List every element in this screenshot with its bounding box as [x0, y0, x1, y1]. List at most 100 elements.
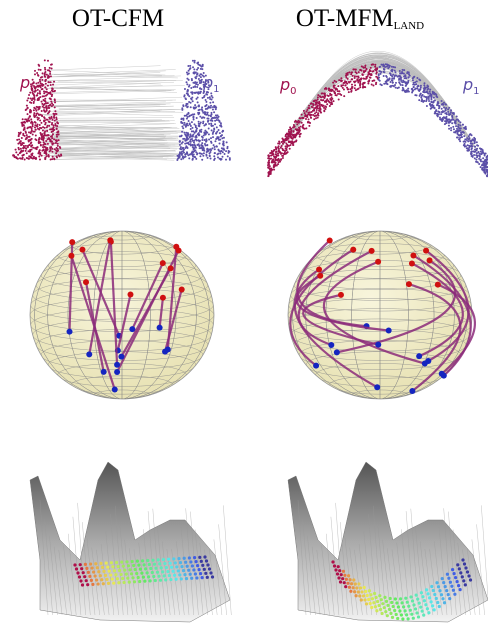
sample-p0: [41, 110, 43, 112]
trajectory-point: [352, 578, 355, 581]
sample-p0: [36, 106, 38, 108]
trajectory-point: [95, 578, 98, 581]
trajectory-point: [157, 558, 160, 561]
sample-p0: [53, 158, 55, 160]
sample-p1: [205, 101, 207, 103]
sample-p1: [451, 122, 453, 124]
trajectory-point: [349, 578, 352, 581]
trajectory-point: [80, 567, 83, 570]
sample-p1: [468, 138, 470, 140]
trajectory-point: [440, 593, 443, 596]
sample-p1: [467, 140, 469, 142]
sample-p0: [48, 137, 50, 139]
sample-p1: [194, 86, 196, 88]
sample-p0: [372, 71, 374, 73]
trajectory-point: [412, 603, 415, 606]
sample-p1: [440, 119, 442, 121]
trajectory-point: [431, 604, 434, 607]
sample-p1: [423, 82, 425, 84]
sample-p1: [207, 107, 209, 109]
sample-p1: [204, 133, 206, 135]
sample-p0: [44, 130, 46, 132]
sample-p1: [204, 111, 206, 113]
sample-p1: [436, 114, 438, 116]
trajectory-point: [99, 574, 102, 577]
sample-p1: [197, 144, 199, 146]
sample-p0: [308, 105, 310, 107]
sample-p1: [219, 158, 221, 160]
sample-p1: [385, 75, 387, 77]
sample-p1: [405, 77, 407, 79]
trajectory-point: [402, 605, 405, 608]
sample-p0: [352, 75, 354, 77]
sample-p0: [351, 90, 353, 92]
trajectory-point: [464, 583, 467, 586]
sample-p0: [350, 73, 352, 75]
sample-p0: [26, 120, 28, 122]
sample-p1: [438, 111, 440, 113]
sample-p0: [355, 69, 357, 71]
sample-p0: [360, 70, 362, 72]
trajectory-point: [183, 557, 186, 560]
trajectory-point: [154, 579, 157, 582]
sample-p0: [40, 144, 42, 146]
sample-p0: [25, 150, 27, 152]
sample-p1: [386, 66, 388, 68]
target-label: p1: [202, 73, 220, 95]
sample-p0: [271, 169, 273, 171]
sample-p1: [209, 151, 211, 153]
sample-p0: [290, 130, 292, 132]
sample-p1: [195, 83, 197, 85]
sample-p1: [441, 104, 443, 106]
sample-p0: [52, 133, 54, 135]
sample-p1: [192, 60, 194, 62]
sample-p0: [30, 118, 32, 120]
sample-p1: [224, 153, 226, 155]
sample-p0: [345, 84, 347, 86]
sample-p0: [26, 127, 28, 129]
trajectory-point: [211, 575, 214, 578]
sample-p1: [455, 123, 457, 125]
sample-p1: [436, 104, 438, 106]
sample-p1: [470, 143, 472, 145]
sample-p1: [188, 79, 190, 81]
sample-p1: [208, 115, 210, 117]
sample-p1: [214, 152, 216, 154]
sample-p1: [210, 119, 212, 121]
start-point: [83, 279, 89, 285]
sample-p1: [450, 127, 452, 129]
sample-p0: [50, 159, 52, 161]
sample-p1: [404, 91, 406, 93]
trajectory-point: [417, 615, 420, 618]
trajectory-point: [97, 570, 100, 573]
end-point: [112, 387, 118, 393]
sample-p0: [32, 152, 34, 154]
sample-p1: [205, 141, 207, 143]
sample-p1: [430, 98, 432, 100]
sample-p0: [288, 135, 290, 137]
trajectory-point: [153, 563, 156, 566]
sample-p0: [59, 146, 61, 148]
sample-p1: [185, 126, 187, 128]
sample-p0: [272, 158, 274, 160]
trajectory-point: [442, 581, 445, 584]
sample-p0: [368, 73, 370, 75]
sample-p0: [52, 156, 54, 158]
sample-p1: [187, 106, 189, 108]
sample-p0: [37, 89, 39, 91]
trajectory-point: [378, 604, 381, 607]
sample-p0: [47, 60, 49, 62]
sample-p0: [40, 127, 42, 129]
sample-p0: [20, 151, 22, 153]
sample-p0: [18, 132, 20, 134]
trajectory-point: [96, 566, 99, 569]
trajectory-point: [109, 573, 112, 576]
end-point: [441, 373, 447, 379]
sample-p1: [394, 70, 396, 72]
end-point: [165, 346, 171, 352]
sample-p0: [26, 152, 28, 154]
sample-p0: [44, 69, 46, 71]
trajectory-point: [79, 563, 82, 566]
trajectory-point: [163, 574, 166, 577]
sample-p0: [281, 141, 283, 143]
